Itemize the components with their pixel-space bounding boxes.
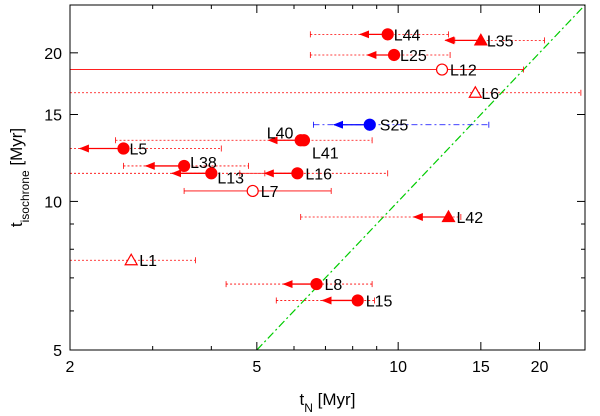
- data-point-l1: L1: [70, 253, 196, 270]
- data-point-l13: L13: [70, 167, 266, 187]
- marker-l44: [381, 28, 394, 41]
- marker-l41: [297, 134, 311, 147]
- y-axis-title: tisochrone [Myr]: [7, 128, 32, 227]
- data-point-l5: L5: [70, 141, 222, 158]
- marker-l12: [435, 63, 449, 76]
- data-point-s25: S25: [313, 118, 490, 135]
- point-label-l1: L1: [139, 253, 157, 270]
- x-axis-title: tN [Myr]: [300, 390, 356, 415]
- point-label-l42: L42: [457, 210, 484, 227]
- marker-l16: [291, 167, 304, 180]
- data-point-l6: L6: [70, 85, 582, 103]
- point-label-l12: L12: [450, 63, 477, 80]
- point-label-l25: L25: [400, 48, 427, 65]
- data-point-l42: L42: [300, 209, 484, 227]
- point-label-l44: L44: [394, 27, 421, 44]
- marker-l42: [441, 209, 456, 223]
- x-tick-label-2: 2: [66, 359, 75, 376]
- marker-l35: [473, 33, 488, 46]
- y-axis-title-sub: isochrone: [18, 170, 32, 222]
- point-label-s25: S25: [380, 118, 409, 135]
- y-axis-title-unit: [Myr]: [7, 128, 26, 171]
- marker-l38: [178, 159, 191, 173]
- x-tick-label-5: 5: [252, 359, 261, 376]
- data-point-l7: L7: [183, 184, 332, 201]
- data-point-l35: L35: [444, 33, 545, 50]
- data-point-l15: L15: [275, 293, 393, 310]
- marker-l1: [124, 253, 139, 266]
- point-label-l15: L15: [366, 293, 393, 310]
- marker-l15: [351, 294, 364, 307]
- data-point-l8: L8: [225, 277, 373, 294]
- x-tick-label-20: 20: [531, 359, 549, 376]
- y-tick-label-10: 10: [44, 194, 62, 211]
- marker-s25: [363, 118, 376, 131]
- x-axis-title-main: t: [300, 390, 305, 409]
- marker-l25: [387, 48, 401, 62]
- marker-l7: [246, 184, 259, 198]
- point-label-l7: L7: [261, 184, 279, 201]
- data-point-l44: L44: [309, 27, 449, 44]
- data-point-l41: L41: [297, 134, 339, 162]
- x-axis-title-unit: [Myr]: [313, 390, 356, 409]
- marker-l13: [205, 167, 218, 180]
- data-point-l16: L16: [239, 166, 389, 183]
- y-tick-label-15: 15: [44, 108, 62, 125]
- point-label-l40: L40: [267, 125, 294, 142]
- marker-l8: [310, 277, 323, 291]
- y-axis-title-main: t: [7, 222, 26, 227]
- point-label-l41: L41: [312, 145, 339, 162]
- x-tick-label-10: 10: [389, 359, 407, 376]
- marker-l5: [117, 142, 130, 155]
- data-point-l12: L12: [70, 63, 525, 80]
- point-label-l13: L13: [217, 170, 244, 187]
- y-tick-label-5: 5: [53, 343, 62, 360]
- x-axis-title-sub: N: [304, 401, 313, 415]
- plot-frame: [69, 4, 586, 351]
- point-label-l16: L16: [305, 166, 332, 183]
- data-point-l25: L25: [309, 48, 451, 65]
- point-label-l5: L5: [129, 141, 147, 158]
- point-label-l35: L35: [487, 33, 514, 50]
- reference-line-1to1: [256, 5, 585, 350]
- marker-l6: [468, 85, 483, 98]
- data-point-l40: L40: [115, 125, 373, 147]
- point-label-l8: L8: [325, 277, 343, 294]
- y-tick-label-20: 20: [44, 46, 62, 63]
- x-tick-label-15: 15: [472, 359, 490, 376]
- point-label-l6: L6: [481, 86, 499, 103]
